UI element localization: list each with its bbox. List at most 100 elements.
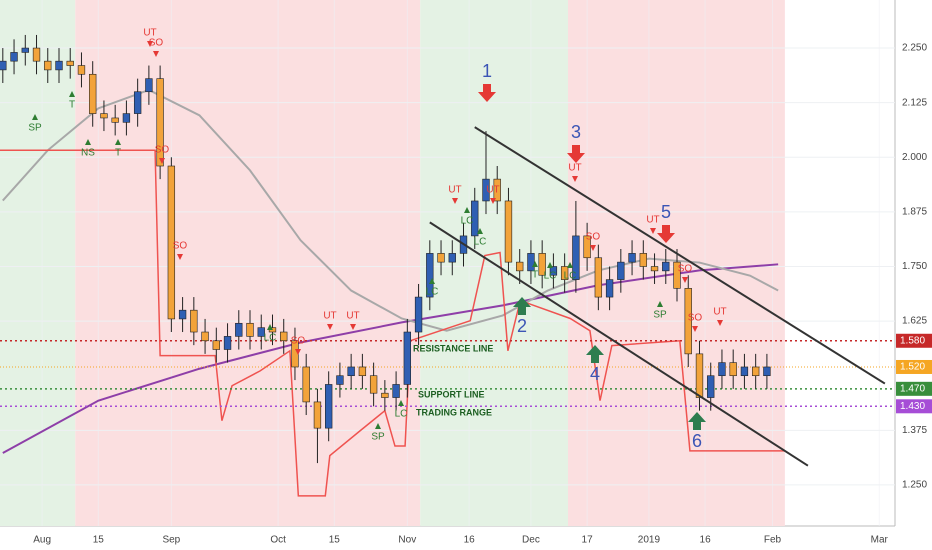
signal-label: LC [474, 237, 487, 248]
signal-arrow [547, 262, 553, 268]
candle-body [763, 366, 771, 377]
wave-number: 5 [661, 202, 671, 222]
candle-body [133, 91, 142, 114]
trend-line [429, 221, 809, 467]
candle-body [302, 366, 310, 403]
candle-body [21, 47, 29, 53]
signal-label: T [69, 100, 75, 111]
candle-body [77, 65, 86, 75]
x-tick-label: 17 [582, 535, 594, 546]
candle-body [100, 113, 108, 119]
candle-body [347, 366, 355, 377]
candle-body [257, 327, 265, 337]
signal-arrow [32, 114, 38, 120]
signal-arrow [717, 320, 723, 326]
level-label: 1.430 [900, 401, 925, 412]
signal-label: LC [264, 333, 277, 344]
candle-body [504, 200, 513, 263]
signal-label: NS [81, 148, 95, 159]
candle-body [414, 296, 423, 333]
indicator-line [0, 149, 785, 497]
signal-arrow [590, 245, 596, 251]
signal-arrow [532, 261, 538, 267]
level-label: 1.520 [900, 362, 925, 373]
x-tick-label: 15 [329, 535, 341, 546]
candle-body [55, 60, 63, 71]
candle-body [223, 336, 232, 350]
signal-label: UT [346, 311, 359, 322]
signal-arrow [350, 324, 356, 330]
candle-body [639, 253, 647, 267]
candle-body [32, 47, 41, 62]
signal-label: LC [395, 409, 408, 420]
candle-body [156, 78, 164, 167]
candle-body [695, 353, 704, 398]
candle-body [212, 340, 220, 350]
x-tick-label: Oct [270, 535, 286, 546]
x-tick-label: 16 [700, 535, 712, 546]
candle-body [0, 60, 7, 71]
signal-arrow [115, 139, 121, 145]
y-tick-label: 1.625 [902, 316, 927, 327]
candle-body [718, 362, 726, 377]
signal-arrow [572, 176, 578, 182]
signal-label: UT [713, 307, 726, 318]
signal-label: SP [371, 432, 385, 443]
candle-body [560, 266, 569, 280]
signal-arrow [398, 400, 404, 406]
candle-body [493, 178, 501, 202]
candle-body [426, 253, 434, 298]
signal-label: SO [291, 336, 306, 347]
candle-body [684, 288, 692, 355]
signal-arrow [147, 41, 153, 47]
signal-label: SP [653, 310, 667, 321]
candle-body [44, 60, 52, 71]
wave-arrow [513, 297, 531, 315]
y-tick-label: 2.000 [902, 152, 927, 163]
signal-label: LC [426, 287, 439, 298]
candle-body [178, 309, 187, 320]
signal-label: LC [461, 216, 474, 227]
signal-arrow [429, 278, 435, 284]
level-badge [896, 381, 932, 396]
signal-arrow [567, 262, 573, 268]
candle-body [235, 322, 243, 337]
candle-body [381, 392, 389, 398]
candle-body [66, 60, 74, 66]
signal-arrow [85, 139, 91, 145]
annotation: RESISTANCE LINE [413, 343, 493, 353]
signal-arrow [267, 324, 273, 330]
candle-body [527, 253, 535, 272]
candle-body [729, 362, 737, 377]
level-badge [896, 359, 932, 374]
level-badge [896, 333, 932, 348]
wave-arrow [567, 145, 585, 163]
wave-number: 2 [517, 316, 527, 336]
candle-body [594, 257, 603, 298]
wave-number: 4 [590, 364, 600, 384]
candle-body [516, 261, 524, 272]
candle-body [369, 375, 378, 394]
candle-body [538, 253, 546, 276]
candle-body [336, 375, 344, 385]
level-label: 1.580 [900, 335, 925, 346]
signal-arrow [477, 228, 483, 234]
candle-body [549, 266, 558, 276]
candle-body [111, 117, 119, 123]
signal-label: SO [149, 38, 164, 49]
signal-label: UT [143, 28, 156, 39]
wave-number: 3 [571, 122, 581, 142]
candle-body [605, 279, 614, 298]
candle-body [145, 78, 153, 93]
wave-arrow [657, 225, 675, 243]
x-tick-label: 15 [93, 535, 105, 546]
zone [75, 0, 421, 526]
x-tick-label: Nov [398, 535, 416, 546]
signal-label: SP [28, 123, 42, 134]
candle-body [751, 366, 760, 377]
candle-body [167, 165, 176, 320]
candle-body [325, 384, 333, 429]
candle-body [448, 253, 456, 263]
candle-body [280, 331, 288, 342]
candle-body [246, 322, 254, 337]
